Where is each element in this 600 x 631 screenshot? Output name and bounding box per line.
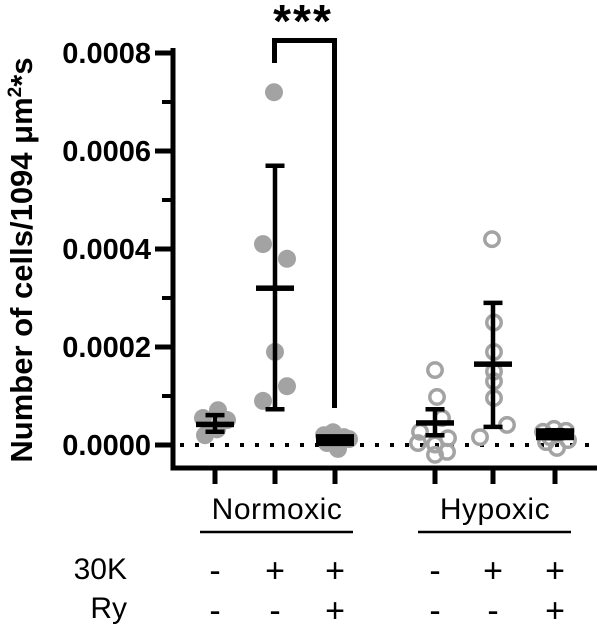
data-point-open — [426, 445, 444, 464]
y-axis-title-main: Number of cells/1094 μm — [4, 97, 39, 463]
y-tick-label: 0.0002 — [62, 332, 151, 364]
mean-bar — [196, 421, 234, 428]
data-point-filled — [265, 83, 283, 102]
data-point-filled — [278, 377, 296, 396]
condition-sign: - — [209, 552, 220, 590]
y-tick-label: 0.0000 — [62, 430, 151, 462]
group-label-hypoxic: Hypoxic — [439, 493, 551, 526]
row-label-30k: 30K — [73, 553, 127, 586]
mean-bar — [316, 434, 354, 447]
condition-sign: + — [325, 552, 345, 590]
data-point-open — [483, 230, 501, 249]
data-point-open — [426, 361, 444, 379]
condition-sign: + — [265, 552, 285, 590]
data-point-filled — [278, 249, 296, 268]
y-tick-label: 0.0004 — [62, 234, 151, 266]
condition-sign: - — [269, 592, 280, 630]
y-axis-title: Number of cells/1094 μm2*s — [4, 28, 40, 492]
group-label-normoxic: Normoxic — [211, 493, 343, 526]
data-point-open — [471, 428, 489, 447]
mean-bar — [474, 361, 512, 367]
condition-sign: - — [487, 592, 498, 630]
y-axis-title-superscript: 2 — [5, 86, 26, 98]
significance-bracket — [272, 38, 337, 408]
mean-bar — [416, 420, 454, 426]
significance-stars: *** — [273, 0, 333, 47]
mean-bar — [536, 428, 574, 441]
data-point-filled — [254, 391, 272, 410]
mean-bar — [256, 285, 294, 291]
data-point-open — [548, 438, 566, 457]
condition-sign: + — [483, 552, 503, 590]
condition-sign: + — [545, 592, 565, 630]
data-point-filled — [196, 426, 214, 445]
condition-sign: + — [545, 552, 565, 590]
data-point-open — [409, 434, 427, 452]
condition-sign: + — [325, 592, 345, 630]
row-label-ry: Ry — [90, 592, 127, 625]
condition-sign: - — [429, 592, 440, 630]
condition-sign: - — [429, 552, 440, 590]
data-point-open — [428, 388, 446, 406]
y-tick-label: 0.0008 — [62, 38, 151, 70]
data-point-filled — [254, 235, 272, 254]
y-tick-label: 0.0006 — [62, 136, 151, 168]
y-axis-title-rest: *s — [4, 57, 39, 87]
condition-sign: - — [209, 592, 220, 630]
